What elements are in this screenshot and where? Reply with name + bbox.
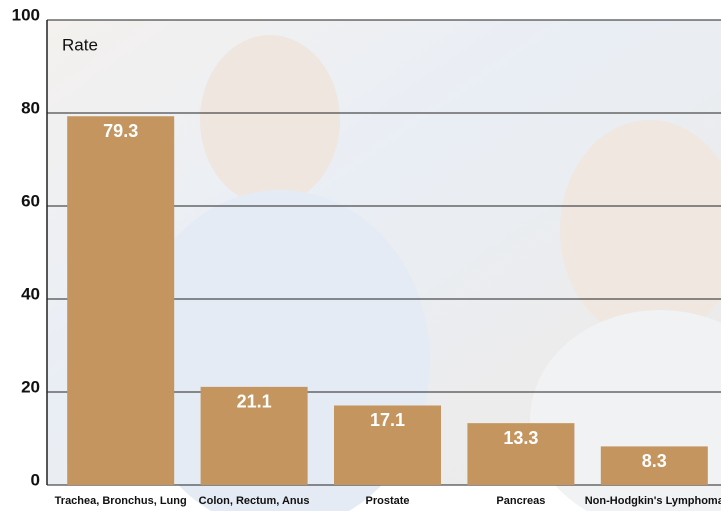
- photo-person: [200, 35, 340, 205]
- y-tick-label: 40: [21, 284, 40, 303]
- x-tick-label: Trachea, Bronchus, Lung: [55, 495, 187, 507]
- y-tick-label: 60: [21, 191, 40, 210]
- y-tick-label: 0: [31, 470, 40, 489]
- y-axis-label: Rate: [62, 35, 98, 54]
- y-tick-label: 80: [21, 98, 40, 117]
- bar: [600, 446, 708, 485]
- bar: [334, 405, 441, 485]
- data-label: 8.3: [642, 451, 667, 471]
- y-tick-label: 20: [21, 377, 40, 396]
- x-tick-label: Pancreas: [496, 495, 545, 507]
- data-label: 17.1: [370, 410, 405, 430]
- x-tick-label: Non-Hodgkin's Lymphoma: [585, 495, 721, 507]
- data-label: 21.1: [237, 392, 272, 412]
- photo-person: [560, 120, 721, 340]
- data-label: 13.3: [503, 428, 538, 448]
- y-tick-label: 100: [12, 5, 40, 24]
- bar: [200, 386, 308, 485]
- x-tick-label: Colon, Rectum, Anus: [199, 495, 310, 507]
- bar: [467, 423, 575, 485]
- data-label: 79.3: [103, 121, 138, 141]
- x-tick-label: Prostate: [365, 495, 409, 507]
- bar: [67, 116, 175, 485]
